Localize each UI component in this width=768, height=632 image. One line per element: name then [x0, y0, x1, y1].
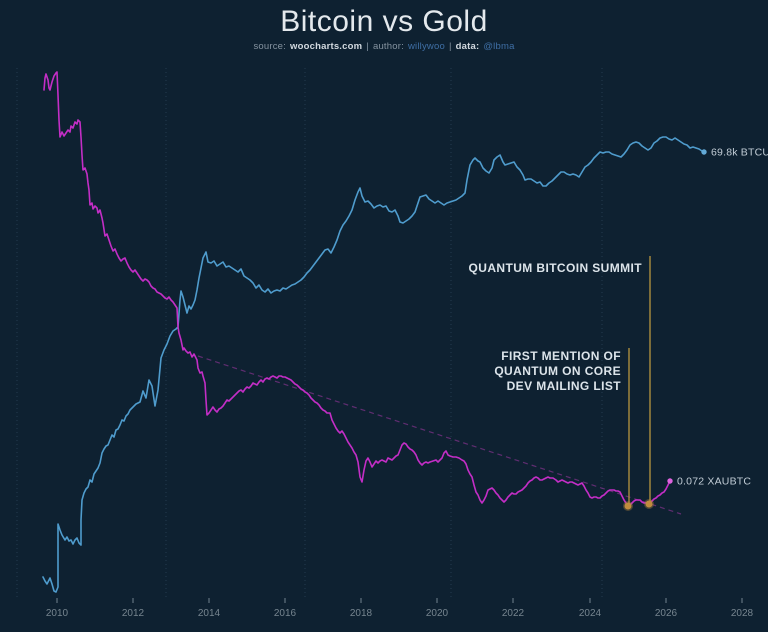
x-axis-label: 2010 [46, 608, 69, 619]
subtitle-separator: | [366, 41, 369, 52]
xaubtc-trendline [197, 355, 682, 515]
x-axis-label: 2012 [122, 608, 145, 619]
subtitle-separator: | [448, 41, 452, 52]
author-label: author: [372, 41, 404, 52]
first-mention-annotation-label: FIRST MENTION OF QUANTUM ON CORE DEV MAILI… [494, 349, 621, 393]
first-mention-event-dot [623, 501, 633, 511]
page-title: Bitcoin vs Gold [280, 5, 488, 38]
x-axis-label: 2024 [579, 608, 602, 619]
source-label: source: [253, 41, 286, 52]
btcusd-line [42, 136, 705, 593]
x-axis-label: 2026 [655, 608, 678, 619]
x-axis-label: 2016 [274, 608, 297, 619]
chart-subtitle: source: woocharts.com | author: willywoo | dat… [0, 41, 768, 52]
x-axis-label: 2018 [350, 608, 373, 619]
xaubtc-line [43, 71, 671, 507]
x-axis-label: 2022 [502, 608, 525, 619]
data-link[interactable]: @lbma [483, 41, 515, 52]
xaubtc-end-dot [667, 478, 673, 484]
x-axis-label: 2028 [731, 608, 754, 619]
x-axis-label: 2014 [198, 608, 221, 619]
btcusd-end-label: 69.8k BTCUSD [711, 147, 768, 159]
summit-annotation-label: QUANTUM BITCOIN SUMMIT [469, 261, 643, 275]
xaubtc-end-label: 0.072 XAUBTC [677, 476, 751, 488]
author-link[interactable]: willywoo [407, 41, 445, 52]
btcusd-end-dot [701, 149, 707, 155]
summit-event-dot [644, 499, 654, 509]
x-axis-label: 2020 [426, 608, 449, 619]
data-label: data: [455, 41, 480, 52]
chart-header: Bitcoin vs Gold source: woocharts.com | aut… [0, 5, 768, 52]
source-link[interactable]: woocharts.com [290, 41, 363, 52]
